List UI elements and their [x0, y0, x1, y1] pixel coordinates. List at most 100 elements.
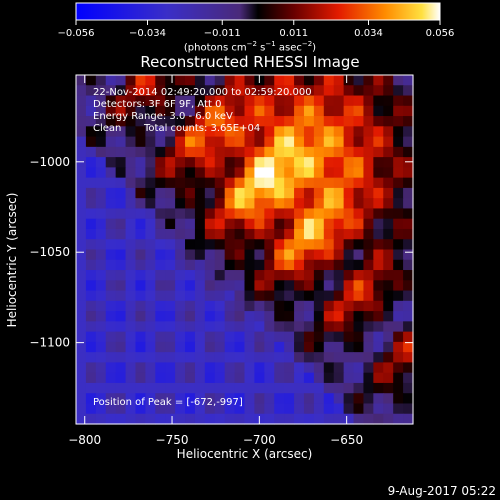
heatmap-cell: [224, 105, 236, 117]
heatmap-cell: [264, 382, 275, 394]
heatmap-cell: [105, 239, 117, 251]
heatmap-cell: [353, 290, 365, 302]
heatmap-cell: [194, 136, 206, 148]
heatmap-cell: [274, 218, 285, 230]
heatmap-cell: [234, 311, 246, 322]
heatmap-cell: [165, 208, 176, 220]
heatmap-cell: [185, 311, 196, 322]
heatmap-cell: [393, 146, 404, 158]
heatmap-cell: [393, 85, 404, 97]
heatmap-cell: [135, 362, 146, 374]
heatmap-cell: [194, 187, 206, 199]
heatmap-cell: [274, 382, 285, 394]
heatmap-cell: [383, 413, 394, 425]
heatmap-cell: [224, 372, 236, 384]
heatmap-cell: [383, 331, 394, 343]
heatmap-cell: [303, 362, 315, 374]
heatmap-cell: [303, 116, 315, 127]
heatmap-cell: [85, 157, 97, 168]
heatmap-cell: [333, 157, 345, 168]
heatmap-cell: [343, 228, 355, 240]
heatmap-cell: [155, 198, 166, 210]
heatmap-cell: [85, 321, 97, 333]
heatmap-cell: [294, 187, 305, 199]
heatmap-cell: [85, 280, 97, 292]
heatmap-cell: [244, 187, 256, 199]
heatmap-cell: [105, 167, 117, 179]
y-tick-label: −1000: [29, 155, 70, 169]
heatmap-cell: [363, 95, 374, 107]
heatmap-cell: [254, 341, 265, 353]
heatmap-cell: [264, 146, 275, 158]
heatmap-cell: [274, 270, 285, 281]
heatmap-cell: [194, 249, 206, 261]
heatmap-cell: [85, 167, 97, 179]
heatmap-cell: [165, 331, 176, 343]
heatmap-cell: [135, 167, 146, 179]
heatmap-cell: [303, 75, 315, 86]
heatmap-cell: [175, 218, 186, 230]
heatmap-cell: [363, 413, 374, 425]
heatmap-cell: [85, 393, 97, 405]
heatmap-cell: [214, 116, 226, 127]
heatmap-cell: [105, 136, 117, 148]
heatmap-cell: [165, 146, 176, 158]
heatmap-cell: [204, 259, 216, 271]
heatmap-cell: [393, 167, 404, 179]
heatmap-cell: [393, 259, 404, 271]
heatmap-cell: [175, 105, 186, 117]
heatmap-cell: [214, 167, 226, 179]
heatmap-cell: [85, 249, 97, 261]
heatmap-cell: [185, 167, 196, 179]
heatmap-cell: [284, 413, 295, 425]
heatmap-cell: [294, 413, 305, 425]
heatmap-cell: [313, 208, 325, 220]
heatmap-cell: [294, 218, 305, 230]
heatmap-cell: [274, 300, 285, 312]
heatmap-cell: [313, 290, 325, 302]
heatmap-cell: [274, 393, 285, 405]
heatmap-cell: [115, 341, 127, 353]
heatmap-cell: [214, 85, 226, 97]
heatmap-cell: [76, 382, 87, 394]
heatmap-cell: [403, 157, 414, 168]
heatmap-cell: [76, 249, 87, 261]
heatmap-cell: [264, 280, 275, 292]
heatmap-cell: [234, 321, 246, 333]
heatmap-cell: [393, 311, 404, 322]
heatmap-cell: [194, 239, 206, 251]
heatmap-cell: [294, 208, 305, 220]
heatmap-cell: [323, 249, 335, 261]
heatmap-cell: [185, 85, 196, 97]
heatmap-cell: [145, 362, 156, 374]
heatmap-cell: [244, 198, 256, 210]
heatmap-cell: [303, 187, 315, 199]
heatmap-cell: [76, 85, 87, 97]
heatmap-cell: [105, 259, 117, 271]
heatmap-cell: [313, 372, 325, 384]
heatmap-cell: [363, 372, 374, 384]
heatmap-cell: [323, 198, 335, 210]
heatmap-cell: [294, 177, 305, 189]
heatmap-cell: [224, 259, 236, 271]
heatmap-cell: [234, 157, 246, 168]
heatmap-cell: [254, 105, 265, 117]
heatmap-cell: [204, 331, 216, 343]
heatmap-cell: [403, 290, 414, 302]
heatmap-cell: [373, 393, 384, 405]
heatmap-cell: [323, 341, 335, 353]
heatmap-cell: [145, 208, 156, 220]
heatmap-cell: [155, 311, 166, 322]
heatmap-cell: [145, 126, 156, 138]
heatmap-cell: [244, 311, 256, 322]
heatmap-cell: [145, 403, 156, 415]
heatmap-cell: [363, 321, 374, 333]
heatmap-cell: [383, 157, 394, 168]
heatmap-cell: [234, 239, 246, 251]
heatmap-cell: [125, 382, 137, 394]
heatmap-cell: [373, 95, 384, 107]
heatmap-cell: [353, 259, 365, 271]
heatmap-cell: [284, 290, 295, 302]
heatmap-cell: [214, 352, 226, 364]
